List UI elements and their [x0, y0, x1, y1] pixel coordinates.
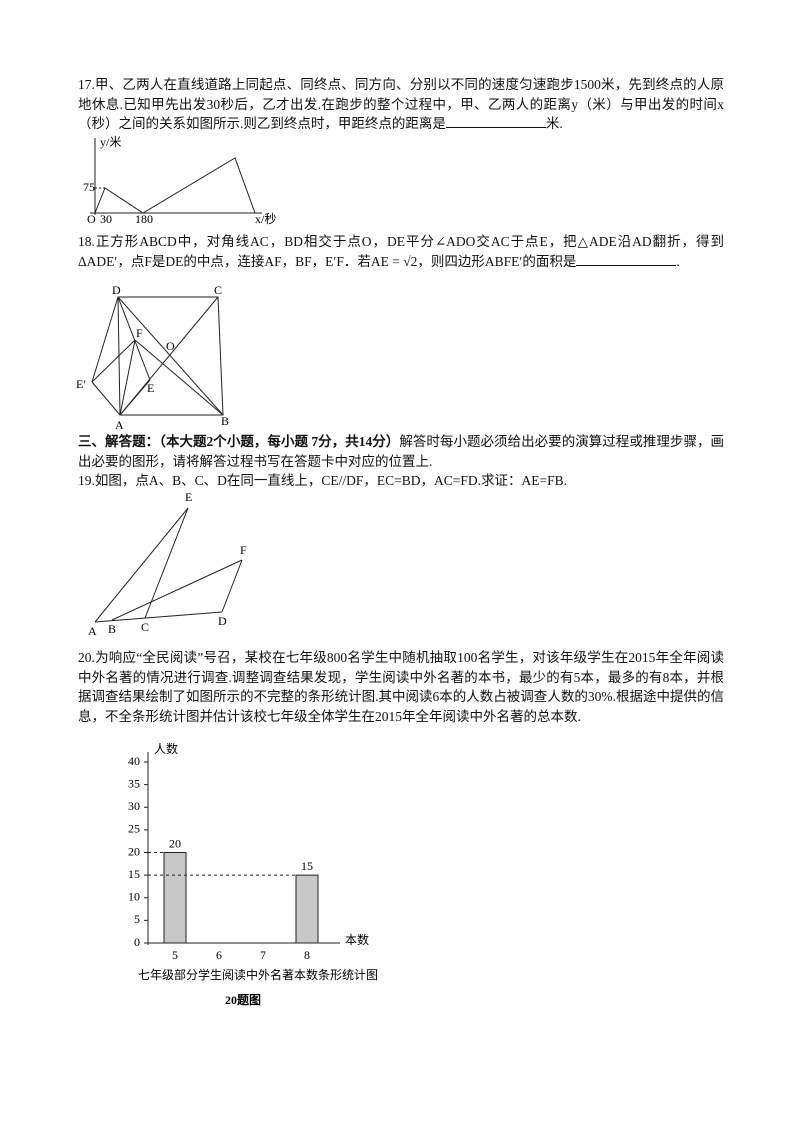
point-label: E: [147, 381, 154, 395]
question-19: 19.如图，点A、B、C、D在同一直线上，CE//DF，EC=BD，AC=FD.…: [78, 471, 724, 491]
q20-text: 20.为响应“全民阅读”号召，某校在七年级800名学生中随机抽取100名学生，对…: [78, 650, 724, 724]
x-tick-label: 8: [304, 948, 310, 962]
graph-line: [94, 157, 256, 214]
label: O: [87, 212, 96, 226]
point-label: F: [136, 326, 143, 340]
segment: [94, 507, 189, 623]
segment: [119, 339, 136, 416]
segment: [119, 379, 151, 416]
q17-tail: 米.: [545, 116, 563, 131]
point-label: D: [112, 283, 121, 297]
question-17: 17.甲、乙两人在直线道路上同起点、同终点、同方向、分别以不同的速度匀速跑步15…: [78, 75, 724, 134]
point-label: E: [185, 490, 192, 504]
answer-blank: [445, 114, 546, 128]
label: 75: [83, 180, 95, 194]
point-label: B: [221, 414, 229, 428]
q17-text: 17.甲、乙两人在直线道路上同起点、同终点、同方向、分别以不同的速度匀速跑步15…: [78, 77, 724, 131]
bar: [163, 852, 187, 944]
point-label: O: [166, 339, 175, 353]
figure-caption: 20题图: [225, 993, 261, 1007]
y-tick-label: 40: [128, 754, 140, 768]
segment: [91, 296, 119, 383]
point-label: F: [240, 543, 247, 557]
point-label: A: [88, 624, 97, 638]
label: 180: [135, 212, 153, 226]
y-tick-label: 30: [128, 799, 140, 813]
segment: [91, 381, 121, 416]
chart-caption: 七年级部分学生阅读中外名著本数条形统计图: [138, 967, 378, 982]
data-label: 15: [301, 859, 313, 873]
point-label: E′: [76, 377, 86, 391]
segment: [91, 339, 136, 383]
x-tick-label: 7: [260, 948, 266, 962]
segment: [144, 507, 189, 619]
label: y/米: [100, 135, 121, 149]
point-label: C: [214, 283, 222, 297]
bar: [295, 874, 319, 944]
segment: [134, 339, 224, 416]
y-tick-label: 15: [128, 867, 140, 881]
label: 30: [100, 212, 112, 226]
x-axis-label: 本数: [345, 932, 369, 947]
y-tick-label: 35: [128, 776, 140, 790]
segment: [221, 559, 243, 613]
point-label: A: [115, 418, 124, 432]
question-20: 20.为响应“全民阅读”号召，某校在七年级800名学生中随机抽取100名学生，对…: [78, 648, 724, 726]
section: 三、解答题：（本大题2个小题，每小题 7分，共14分）解答时每小题必须给出必要的…: [78, 432, 724, 471]
answer-blank: [576, 252, 677, 266]
y-tick-label: 20: [128, 844, 140, 858]
segment: [117, 296, 151, 381]
data-label: 20: [169, 836, 181, 850]
q18-tail: .: [676, 253, 680, 269]
segment: [94, 611, 223, 623]
section-title: 三、解答题：（本大题2个小题，每小题 7分，共14分）: [78, 434, 400, 449]
point-label: C: [141, 620, 149, 634]
section-text: 解答时每小题必须给出必要的演算过程或推理步骤，画出必要的图形，请将解答过程书写在…: [78, 434, 725, 469]
y-axis-label: 人数: [154, 741, 178, 756]
segment: [117, 296, 224, 416]
x-tick-label: 6: [216, 948, 222, 962]
y-tick-label: 25: [128, 822, 140, 836]
q19-text: 19.如图，点A、B、C、D在同一直线上，CE//DF，EC=BD，AC=FD.…: [78, 473, 568, 488]
y-tick-label: 5: [134, 912, 140, 926]
segment: [111, 559, 243, 621]
point-label: D: [218, 614, 227, 628]
y-tick-label: 0: [134, 935, 140, 949]
label: x/秒: [255, 212, 276, 226]
point-label: B: [108, 622, 116, 636]
y-tick-label: 10: [128, 890, 140, 904]
x-tick-label: 5: [172, 948, 178, 962]
q18-text: 18.正方形ABCD中，对角线AC，BD相交于点O，DE平分∠ADO交AC于点E…: [78, 234, 724, 269]
question-18: 18.正方形ABCD中，对角线AC，BD相交于点O，DE平分∠ADO交AC于点E…: [78, 232, 724, 271]
